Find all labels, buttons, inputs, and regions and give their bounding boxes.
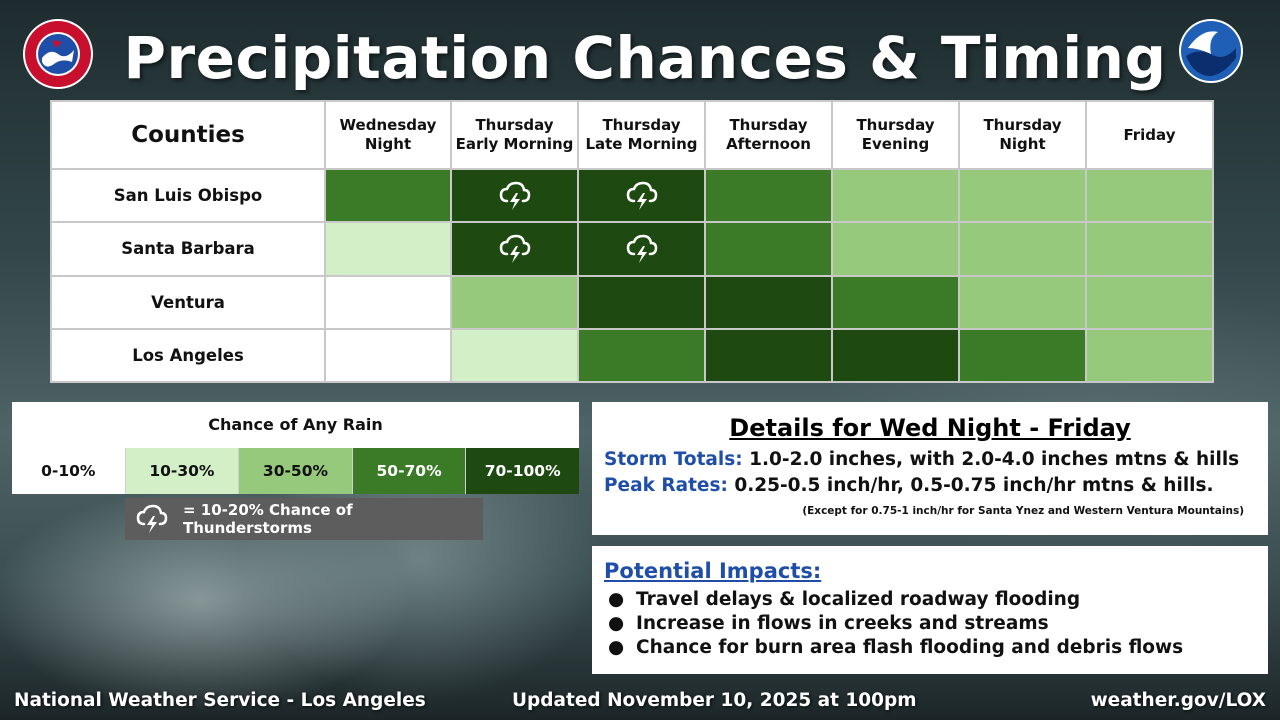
chance-cell [450, 274, 579, 330]
footer-updated: Updated November 10, 2025 at 100pm [512, 690, 917, 711]
chance-cell [324, 167, 452, 224]
period-header: Friday [1085, 100, 1214, 170]
footer: National Weather Service - Los Angeles U… [0, 684, 1280, 720]
legend-level-3: 50-70% [351, 448, 466, 494]
chance-cell [831, 274, 960, 330]
chance-cell [704, 221, 833, 277]
table-row: Los Angeles [50, 327, 1214, 384]
chance-cell [704, 167, 833, 224]
footer-website: weather.gov/LOX [1090, 690, 1266, 711]
impacts-title: Potential Impacts: [604, 559, 822, 583]
noaa-logo [1178, 18, 1244, 84]
potential-impacts-panel: Potential Impacts: ● Travel delays & loca… [592, 546, 1268, 674]
legend-level-4: 70-100% [465, 448, 579, 494]
chance-cell [704, 327, 833, 384]
chance-cell [831, 327, 960, 384]
list-item: ● Travel delays & localized roadway flood… [608, 589, 1081, 610]
chance-cell [577, 167, 706, 224]
chance-cell [958, 167, 1087, 224]
thunderstorm-cloud-icon [625, 234, 659, 263]
thunderstorm-cloud-icon [498, 181, 532, 210]
chance-cell [577, 327, 706, 384]
county-name: Los Angeles [50, 327, 326, 384]
chance-cell [958, 327, 1087, 384]
period-header: Thursday Afternoon [704, 100, 833, 170]
peak-rates-value: 0.25-0.5 inch/hr, 0.5-0.75 inch/hr mtns … [734, 475, 1214, 496]
peak-rates-label: Peak Rates: [604, 475, 728, 496]
table-row: Santa Barbara [50, 221, 1214, 277]
table-row: Ventura [50, 274, 1214, 330]
chance-cell [324, 274, 452, 330]
table-row: San Luis Obispo [50, 167, 1214, 224]
chance-cell [1085, 221, 1214, 277]
thunderstorm-legend: = 10-20% Chance of Thunderstorms [125, 498, 483, 540]
impacts-list: ● Travel delays & localized roadway flood… [608, 588, 1183, 660]
legend-level-2: 30-50% [238, 448, 352, 494]
peak-rates-note: (Except for 0.75-1 inch/hr for Santa Yne… [802, 505, 1244, 517]
legend-title: Chance of Any Rain [208, 415, 383, 434]
chance-cell [324, 327, 452, 384]
thunderstorm-cloud-icon [135, 502, 169, 536]
thunderstorm-legend-text: = 10-20% Chance of Thunderstorms [183, 501, 353, 537]
period-header: Thursday Evening [831, 100, 960, 170]
list-item: ● Increase in flows in creeks and streams [608, 613, 1049, 634]
precipitation-chance-table: Counties Wednesday Night Thursday Early Mo… [50, 100, 1214, 384]
chance-cell [450, 167, 579, 224]
thunderstorm-cloud-icon [498, 234, 532, 263]
chance-cell [831, 221, 960, 277]
thunderstorm-cloud-icon [625, 181, 659, 210]
county-name: Ventura [50, 274, 326, 330]
chance-cell [1085, 167, 1214, 224]
chance-cell [1085, 327, 1214, 384]
details-title: Details for Wed Night - Friday [729, 414, 1131, 442]
table-header-row: Counties Wednesday Night Thursday Early Mo… [50, 100, 1214, 170]
chance-cell [450, 327, 579, 384]
period-header: Thursday Early Morning [450, 100, 579, 170]
legend-level-0: 0-10% [12, 448, 125, 494]
county-name: Santa Barbara [50, 221, 326, 277]
footer-office: National Weather Service - Los Angeles [14, 690, 426, 711]
storm-details-panel: Details for Wed Night - Friday Storm Tot… [592, 402, 1268, 535]
nws-logo [22, 18, 94, 90]
chance-cell [450, 221, 579, 277]
chance-cell [1085, 274, 1214, 330]
chance-cell [577, 274, 706, 330]
list-item: ● Chance for burn area flash flooding and… [608, 637, 1184, 658]
period-header: Wednesday Night [324, 100, 452, 170]
storm-totals-value: 1.0-2.0 inches, with 2.0-4.0 inches mtns… [749, 449, 1240, 470]
storm-totals-label: Storm Totals: [604, 449, 743, 470]
page-title: Precipitation Chances & Timing [123, 24, 1167, 92]
county-name: San Luis Obispo [50, 167, 326, 224]
chance-cell [958, 221, 1087, 277]
chance-cell [831, 167, 960, 224]
peak-rates-line: Peak Rates: 0.25-0.5 inch/hr, 0.5-0.75 i… [604, 475, 1214, 496]
chance-cell [324, 221, 452, 277]
chance-cell [958, 274, 1087, 330]
rain-chance-legend: Chance of Any Rain 0-10% 10-30% 30-50% 5… [12, 402, 579, 494]
period-header: Thursday Late Morning [577, 100, 706, 170]
counties-header: Counties [50, 100, 326, 170]
legend-level-1: 10-30% [124, 448, 239, 494]
legend-scale: 0-10% 10-30% 30-50% 50-70% 70-100% [12, 448, 579, 494]
chance-cell [704, 274, 833, 330]
chance-cell [577, 221, 706, 277]
storm-totals-line: Storm Totals: 1.0-2.0 inches, with 2.0-4… [604, 449, 1239, 470]
period-header: Thursday Night [958, 100, 1087, 170]
